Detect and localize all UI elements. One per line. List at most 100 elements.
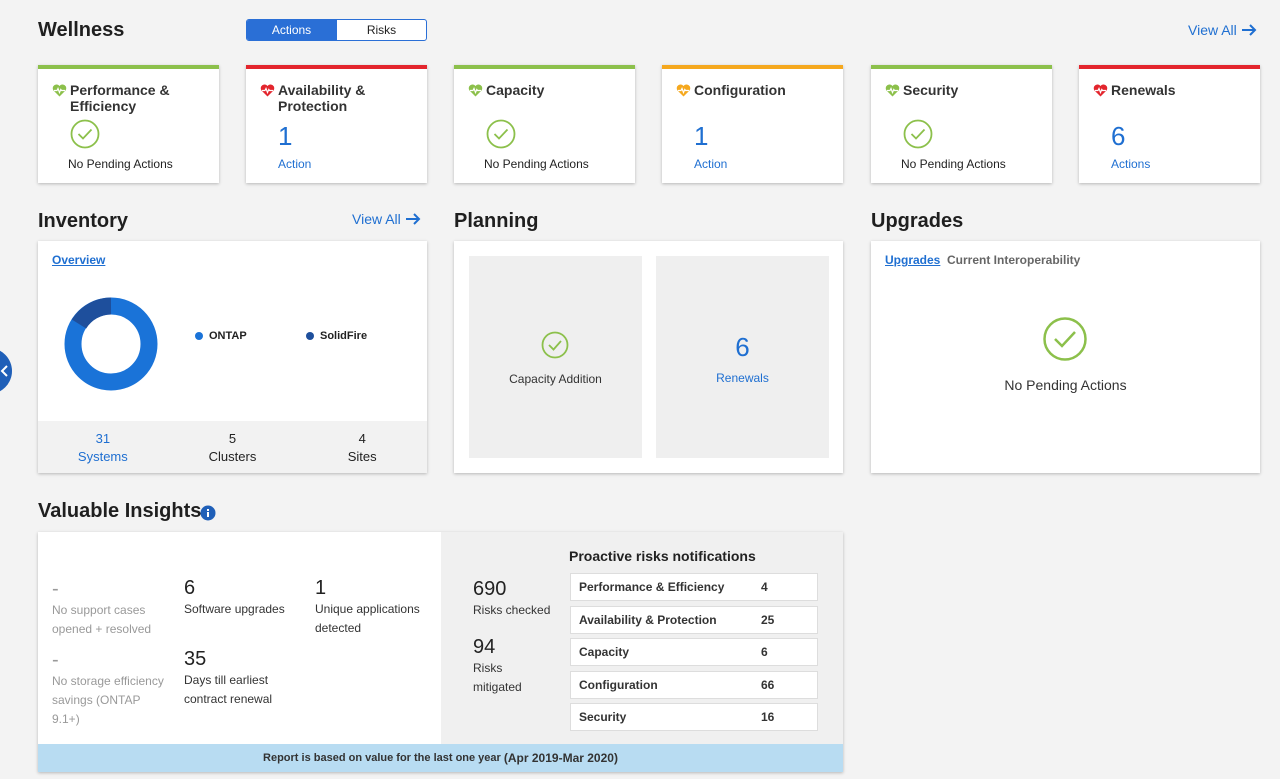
heart-pulse-icon: [260, 84, 275, 97]
stat-label: No support cases: [52, 603, 146, 617]
software-upgrades-stat: 6 Software upgrades: [184, 577, 285, 619]
risks-summary: 690 Risks checked 94 Risks mitigated Pro…: [441, 532, 843, 744]
inventory-view-all-link[interactable]: View All: [352, 211, 421, 227]
check-circle-icon: [541, 331, 569, 359]
stat-label: Systems: [77, 449, 128, 464]
wellness-card-availability-protection[interactable]: Availability & Protection 1 Action: [246, 65, 427, 183]
risk-row-name: Configuration: [579, 677, 658, 692]
risk-row[interactable]: Availability & Protection 25: [570, 605, 818, 634]
wellness-card-title: Capacity: [486, 82, 545, 98]
wellness-card-renewals[interactable]: Renewals 6 Actions: [1079, 65, 1260, 183]
stat-sites: 4 Sites: [297, 421, 427, 473]
insights-panel: - No support cases opened + resolved - N…: [38, 532, 843, 772]
stat-label: mitigated: [473, 680, 522, 694]
tab-upgrades[interactable]: Upgrades: [885, 253, 941, 267]
check-circle-icon: [486, 119, 516, 149]
risk-row-name: Performance & Efficiency: [579, 580, 725, 594]
legend-solidfire: SolidFire: [306, 330, 367, 342]
risk-row-count: 4: [761, 580, 768, 594]
renewals-tile[interactable]: 6 Renewals: [656, 256, 829, 458]
storage-efficiency-stat: - No storage efficiency savings (ONTAP 9…: [52, 649, 164, 729]
wellness-card-action-link[interactable]: Action: [694, 157, 728, 171]
wellness-toggle[interactable]: Actions Risks: [246, 19, 427, 41]
risk-row[interactable]: Security 16: [570, 703, 818, 731]
check-circle-icon: [70, 119, 100, 149]
wellness-card-title: Availability & Protection: [278, 82, 366, 114]
report-footer: Report is based on value for the last on…: [38, 744, 843, 772]
stat-value: 5: [228, 431, 237, 446]
risk-row-count: 16: [761, 710, 775, 724]
stat-label: Clusters: [208, 449, 257, 464]
wellness-card-performance-efficiency[interactable]: Performance & Efficiency No Pending Actio…: [38, 65, 219, 183]
stat-label: Risks checked: [473, 603, 551, 617]
stat-value: 690: [473, 578, 507, 600]
tab-current-interoperability[interactable]: Current Interoperability: [947, 253, 1081, 267]
wellness-card-configuration[interactable]: Configuration 1 Action: [662, 65, 843, 183]
view-all-label: View All: [1188, 22, 1237, 38]
info-icon[interactable]: [200, 505, 216, 521]
wellness-card-title: Renewals: [1111, 82, 1176, 98]
risks-toggle[interactable]: Risks: [336, 20, 426, 40]
view-all-label: View All: [352, 211, 401, 227]
wellness-card-action-link[interactable]: Actions: [1111, 157, 1151, 171]
stat-value: 31: [95, 431, 111, 446]
wellness-card-capacity[interactable]: Capacity No Pending Actions: [454, 65, 635, 183]
tab-overview[interactable]: Overview: [52, 253, 106, 267]
wellness-card-security[interactable]: Security No Pending Actions: [871, 65, 1052, 183]
insights-title: Valuable Insights: [38, 500, 202, 522]
stat-clusters: 5 Clusters: [168, 421, 298, 473]
wellness-card-title: Security: [903, 82, 959, 98]
renewals-count: 6: [735, 332, 750, 362]
wellness-card-count: 6: [1111, 121, 1126, 151]
check-circle-icon: [903, 119, 933, 149]
stat-value: 1: [315, 577, 327, 599]
heart-pulse-icon: [676, 84, 691, 97]
wellness-card-status: No Pending Actions: [484, 157, 589, 171]
stat-label: Software upgrades: [184, 602, 285, 616]
wellness-card-action-link[interactable]: Action: [278, 157, 312, 171]
wellness-card-status: No Pending Actions: [68, 157, 173, 171]
capacity-addition-tile[interactable]: Capacity Addition: [469, 256, 642, 458]
planning-panel: Capacity Addition 6 Renewals: [454, 241, 843, 473]
capacity-addition-label: Capacity Addition: [509, 372, 602, 386]
wellness-card-status: No Pending Actions: [901, 157, 1006, 171]
risk-row-count: 66: [761, 677, 775, 692]
stat-value: -: [52, 578, 59, 600]
heart-pulse-icon: [1093, 84, 1108, 97]
footer-text: Report is based on value for the last on…: [263, 752, 504, 764]
inventory-title: Inventory: [38, 210, 129, 232]
stat-value: 6: [184, 577, 196, 599]
stat-label: Days till earliest: [184, 673, 269, 687]
wellness-view-all-link[interactable]: View All: [1188, 22, 1257, 38]
upgrades-title: Upgrades: [871, 210, 964, 232]
risk-row-name: Security: [579, 710, 627, 724]
risk-row-name: Capacity: [579, 645, 630, 659]
actions-toggle[interactable]: Actions: [247, 20, 336, 40]
sidebar-toggle[interactable]: [0, 348, 12, 394]
stat-label: Risks: [473, 661, 503, 675]
risk-row-name: Availability & Protection: [579, 612, 717, 627]
check-circle-icon: [1043, 317, 1087, 361]
inventory-panel: Overview ONTAP SolidFire 31 Systems 5 Cl…: [38, 241, 427, 473]
legend-label: SolidFire: [320, 330, 368, 342]
stat-systems[interactable]: 31 Systems: [38, 421, 168, 473]
legend-dot: [195, 332, 203, 340]
risk-row[interactable]: Performance & Efficiency 4: [570, 573, 818, 601]
unique-applications-stat: 1 Unique applications detected: [315, 577, 420, 638]
risk-row[interactable]: Configuration 66: [570, 670, 818, 699]
stat-label: savings (ONTAP: [52, 693, 141, 707]
stat-label: Unique applications: [315, 602, 420, 616]
wellness-card-title: Configuration: [694, 82, 786, 98]
risk-row-count: 25: [761, 612, 775, 627]
stat-label: Sites: [347, 449, 377, 464]
stat-label: detected: [315, 621, 362, 635]
risk-row[interactable]: Capacity 6: [570, 638, 818, 666]
support-cases-stat: - No support cases opened + resolved: [52, 578, 151, 639]
risks-checked-stat: 690 Risks checked: [473, 578, 550, 620]
upgrades-panel: Upgrades Current Interoperability No Pen…: [871, 241, 1260, 473]
contract-renewal-stat: 35 Days till earliest contract renewal: [184, 648, 272, 709]
legend-label: ONTAP: [209, 330, 247, 342]
footer-date-range: (Apr 2019-Mar 2020): [503, 751, 618, 765]
wellness-title: Wellness: [38, 19, 125, 41]
risk-row-count: 6: [761, 645, 768, 659]
